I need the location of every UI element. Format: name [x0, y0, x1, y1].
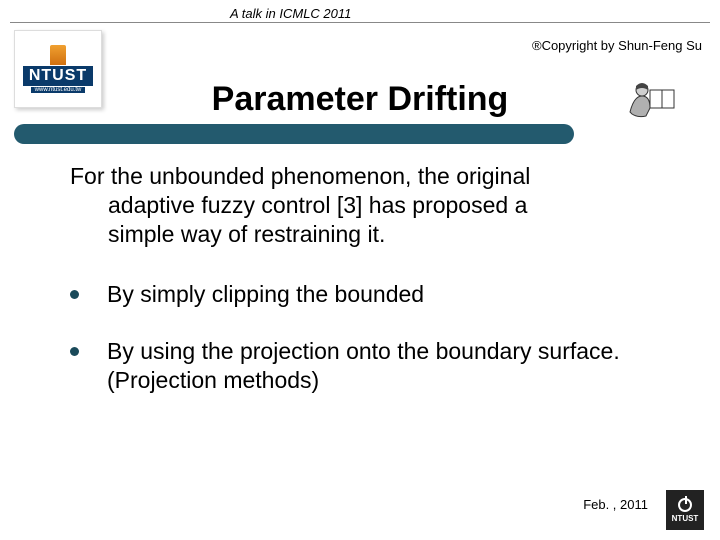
bullet-icon [70, 347, 79, 356]
paragraph-line-3: simple way of restraining it. [70, 220, 660, 249]
header-divider [10, 22, 710, 23]
bullet-text: By using the projection onto the boundar… [107, 337, 670, 395]
header-talk-label: A talk in ICMLC 2011 [230, 6, 351, 21]
bullet-list: By simply clipping the bounded By using … [70, 280, 670, 422]
paragraph-line-2: adaptive fuzzy control [3] has proposed … [70, 191, 660, 220]
paragraph-line-1: For the unbounded phenomenon, the origin… [70, 163, 530, 189]
book-reader-icon [624, 72, 680, 124]
slide-title: Parameter Drifting [0, 80, 720, 119]
bullet-icon [70, 290, 79, 299]
footer-date: Feb. , 2011 [583, 497, 648, 512]
copyright-label: ®Copyright by Shun-Feng Su [532, 38, 702, 53]
list-item: By simply clipping the bounded [70, 280, 670, 309]
title-underline-bar [14, 124, 574, 144]
list-item: By using the projection onto the boundar… [70, 337, 670, 395]
footer-logo-text: NTUST [672, 514, 699, 523]
footer-ntust-logo: NTUST [666, 490, 704, 530]
bullet-text: By simply clipping the bounded [107, 280, 424, 309]
body-paragraph: For the unbounded phenomenon, the origin… [70, 162, 660, 248]
footer-logo-icon [678, 498, 692, 512]
logo-tower-icon [50, 45, 66, 65]
